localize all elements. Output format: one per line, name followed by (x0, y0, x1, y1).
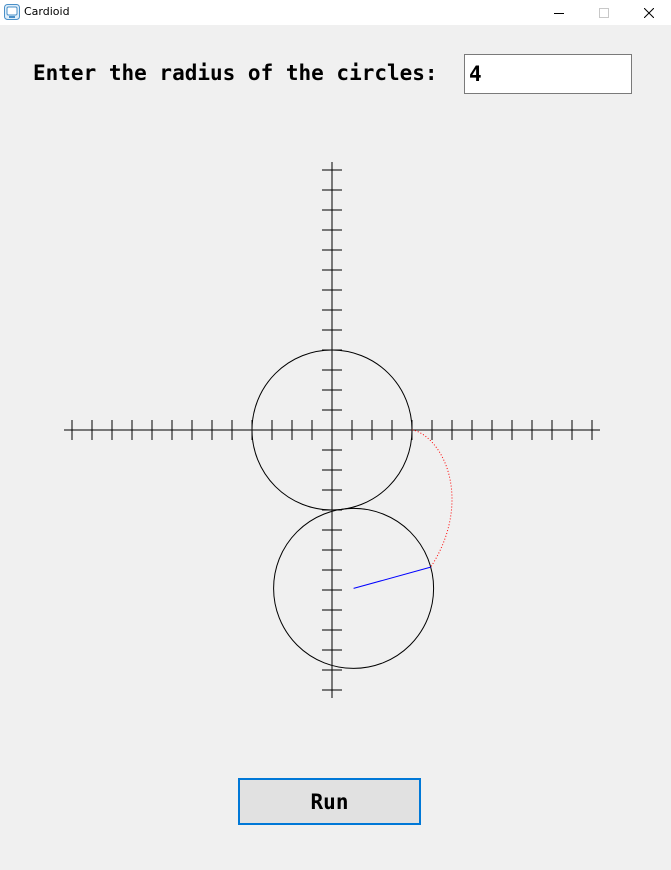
maximize-icon (598, 7, 609, 18)
rolling-radius-line (353, 566, 431, 589)
maximize-button (581, 0, 626, 25)
cardioid-canvas (64, 162, 600, 698)
radius-label: Enter the radius of the circles: (33, 61, 438, 85)
rolling-circle (273, 507, 435, 669)
minimize-button[interactable] (536, 0, 581, 25)
cardioid-trace (411, 429, 453, 568)
app-icon (4, 4, 20, 20)
title-bar: Cardioid (0, 0, 671, 25)
window-title: Cardioid (24, 5, 70, 18)
fixed-circle (251, 349, 413, 511)
close-icon (643, 7, 654, 18)
close-button[interactable] (626, 0, 671, 25)
radius-input[interactable] (464, 54, 632, 94)
minimize-icon (553, 12, 564, 14)
run-button[interactable]: Run (238, 778, 421, 825)
